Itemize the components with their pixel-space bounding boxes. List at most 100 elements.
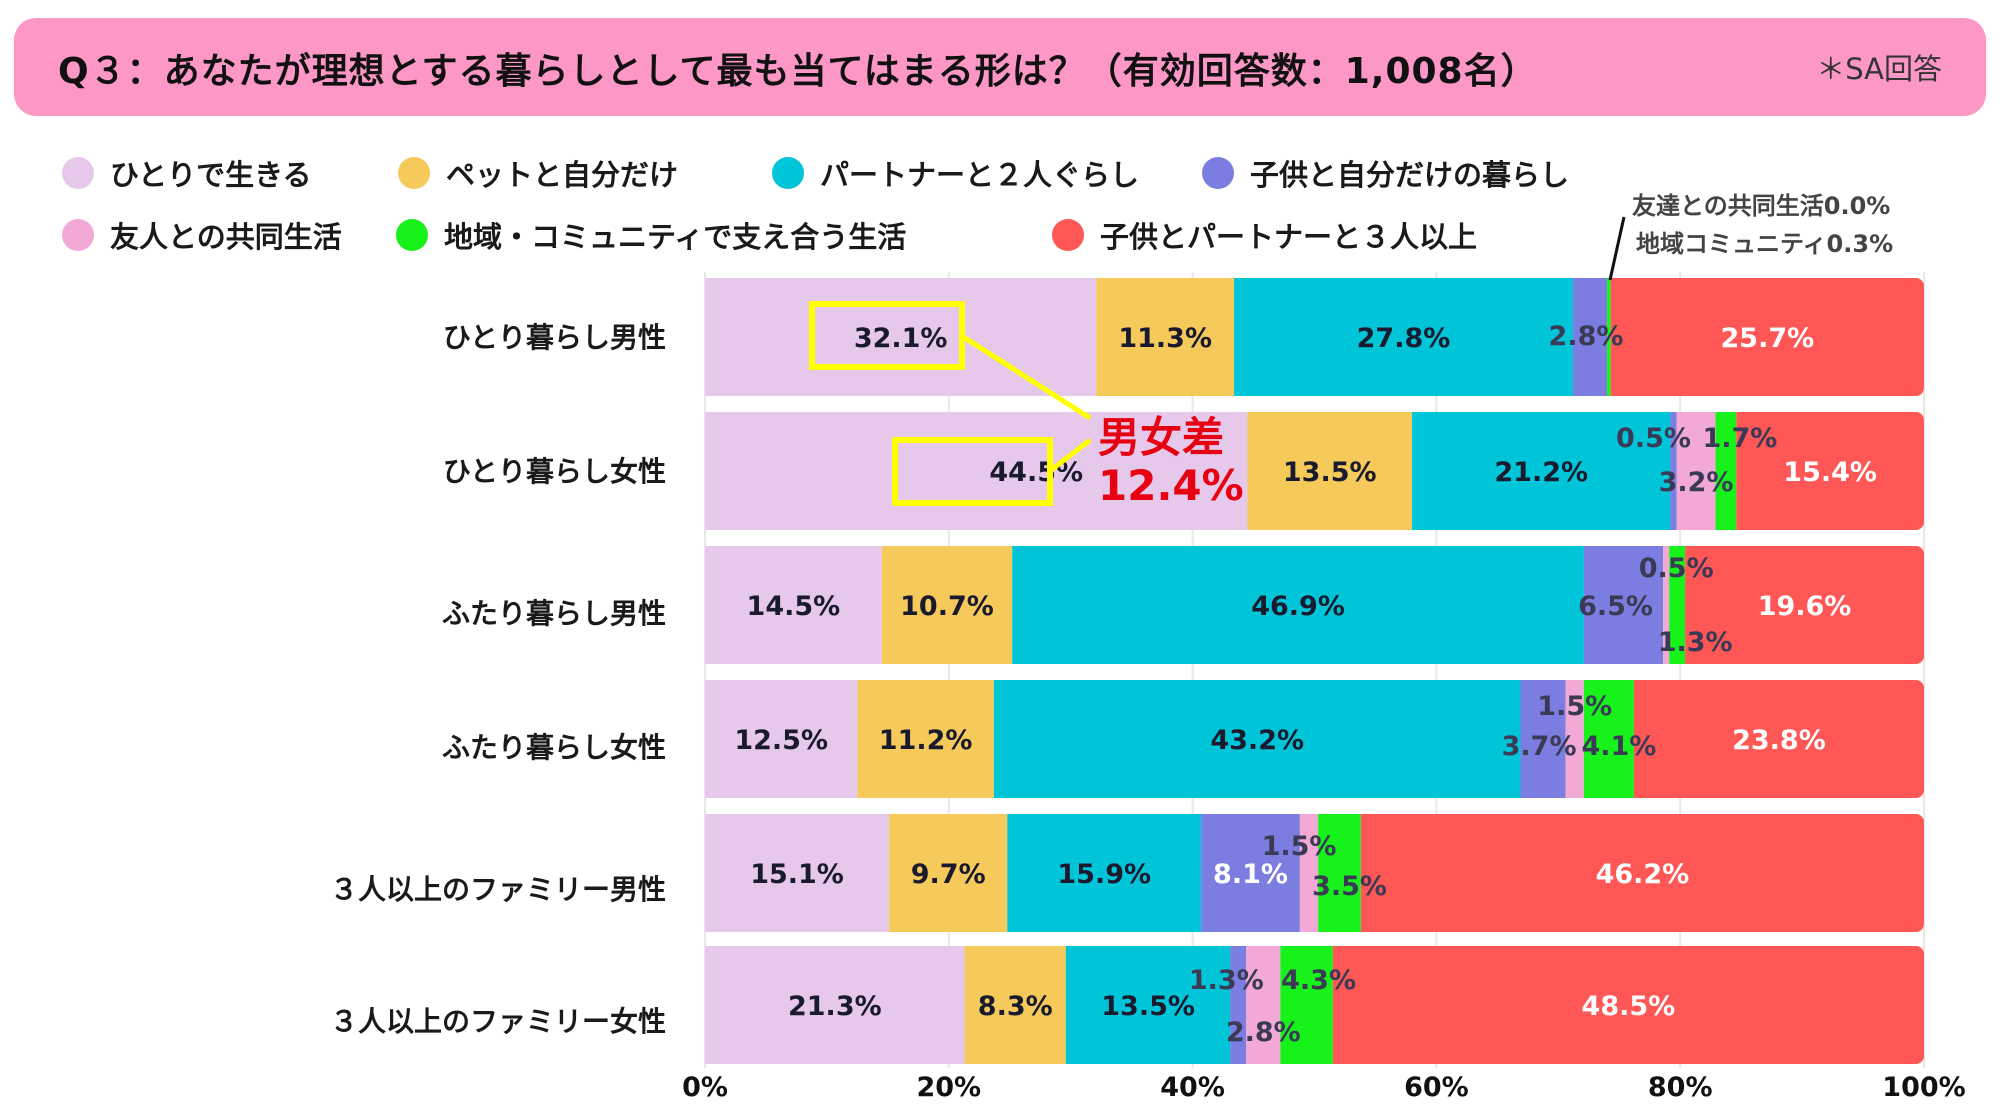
data-label: 1.3% <box>1189 965 1264 996</box>
legend-swatch <box>62 157 94 189</box>
data-label: 13.5% <box>1101 991 1195 1022</box>
data-label: 4.3% <box>1281 965 1356 996</box>
data-label: 2.8% <box>1226 1017 1301 1048</box>
data-label: 9.7% <box>911 859 986 890</box>
legend-swatch <box>62 219 94 251</box>
data-label: 15.9% <box>1057 859 1151 890</box>
x-tick-label: 20% <box>916 1072 981 1103</box>
legend-swatch <box>398 157 430 189</box>
bar-segment <box>705 278 1097 396</box>
data-label: 8.3% <box>978 991 1053 1022</box>
data-label: 8.1% <box>1213 859 1288 890</box>
bar-segment <box>1360 814 1924 932</box>
legend-label: ひとりで生きる <box>110 158 312 192</box>
bar-segment <box>1280 946 1333 1064</box>
data-label: 15.4% <box>1783 457 1877 488</box>
x-tick-label: 40% <box>1160 1072 1225 1103</box>
data-label: 1.5% <box>1262 831 1337 862</box>
bar-segment <box>705 946 965 1064</box>
legend-label: 地域・コミュニティで支え合う生活 <box>444 220 907 254</box>
data-label: 46.2% <box>1596 859 1690 890</box>
bar-segment <box>1520 680 1566 798</box>
bar-segment <box>1610 278 1924 396</box>
callout-box-male <box>809 301 965 370</box>
gridlines <box>704 272 1925 1068</box>
bar-segment <box>881 546 1013 664</box>
bars <box>705 278 1924 1064</box>
callout-label-value: 12.4% <box>1098 461 1244 510</box>
x-tick-label: 80% <box>1648 1072 1713 1103</box>
data-label: 32.1% <box>854 323 948 354</box>
bar-segment-end <box>1904 814 1924 932</box>
bar-segment <box>1663 546 1670 664</box>
callout-box-female <box>892 437 1053 506</box>
data-label: 12.5% <box>734 725 828 756</box>
legend-swatch <box>396 219 428 251</box>
bar-segment <box>1670 412 1677 530</box>
bar-segment-body <box>1360 814 1914 932</box>
category-label: ひとり暮らし女性 <box>443 455 666 488</box>
bar-segment-body <box>1633 680 1914 798</box>
data-label: 3.7% <box>1502 731 1577 762</box>
annotation-friends-zero: 友達との共同生活0.0% <box>1632 192 1891 220</box>
bar-segment-end <box>1904 546 1924 664</box>
legend-item-alone: ひとりで生きる <box>62 152 312 194</box>
x-tick-label: 0% <box>682 1072 728 1103</box>
category-label: ふたり暮らし女性 <box>442 731 666 764</box>
legend-swatch <box>1052 219 1084 251</box>
bar-segment <box>889 814 1008 932</box>
x-axis-ticks: 0% 20% 40% 60% 80% 100% <box>682 1072 1966 1103</box>
bar-segment <box>1234 278 1573 396</box>
bar-segment <box>857 680 994 798</box>
bar-segment <box>1065 946 1231 1064</box>
bar-segment <box>993 680 1521 798</box>
bar-segment <box>1332 946 1924 1064</box>
data-label: 48.5% <box>1582 991 1676 1022</box>
bar-segment <box>1565 680 1584 798</box>
category-label: ふたり暮らし男性 <box>442 597 666 630</box>
bar-segment <box>1096 278 1235 396</box>
callout-connector-male <box>960 333 1092 421</box>
data-label: 3.2% <box>1659 467 1734 498</box>
data-label: 10.7% <box>900 591 994 622</box>
data-label: 19.6% <box>1758 591 1852 622</box>
bar-segment <box>1247 412 1413 530</box>
overlay: 男女差 12.4% <box>809 216 1626 510</box>
bar-segment <box>1012 546 1584 664</box>
data-label: 13.5% <box>1283 457 1377 488</box>
legend-label: ペットと自分だけ <box>446 158 679 192</box>
bar-segment-end <box>1904 946 1924 1064</box>
legend-swatch <box>772 157 804 189</box>
bar-segment-body <box>1610 278 1914 396</box>
category-label: ３人以上のファミリー女性 <box>330 1005 666 1038</box>
legend-item-community: 地域・コミュニティで支え合う生活 <box>396 214 906 256</box>
bar-segment <box>1201 814 1300 932</box>
legend-item-family: 子供とパートナーと３人以上 <box>1052 214 1477 256</box>
bar-segment <box>1318 814 1361 932</box>
data-label: 1.3% <box>1658 627 1733 658</box>
data-label: 0.5% <box>1616 423 1691 454</box>
callout-connector-female <box>1048 438 1092 473</box>
data-label: 21.3% <box>788 991 882 1022</box>
bar-segment <box>1583 680 1634 798</box>
bar-segment-body <box>1332 946 1914 1064</box>
legend-item-pet: ペットと自分だけ <box>398 152 678 194</box>
data-label: 4.1% <box>1581 731 1656 762</box>
bar-segment <box>1572 278 1608 396</box>
data-label: 15.1% <box>750 859 844 890</box>
data-label: 2.8% <box>1549 321 1624 352</box>
x-tick-label: 100% <box>1882 1072 1965 1103</box>
bar-segment <box>1676 412 1716 530</box>
bar-segment <box>705 680 858 798</box>
bar-segment <box>1669 546 1686 664</box>
bar-segment <box>705 814 890 932</box>
data-label: 43.2% <box>1210 725 1304 756</box>
data-label: 0.5% <box>1639 553 1714 584</box>
bar-segment <box>1607 278 1611 396</box>
category-label: ひとり暮らし男性 <box>443 321 666 354</box>
bar-segment <box>1633 680 1924 798</box>
bar-segment <box>1246 946 1281 1064</box>
bar-segment <box>964 946 1066 1064</box>
data-label: 27.8% <box>1357 323 1451 354</box>
